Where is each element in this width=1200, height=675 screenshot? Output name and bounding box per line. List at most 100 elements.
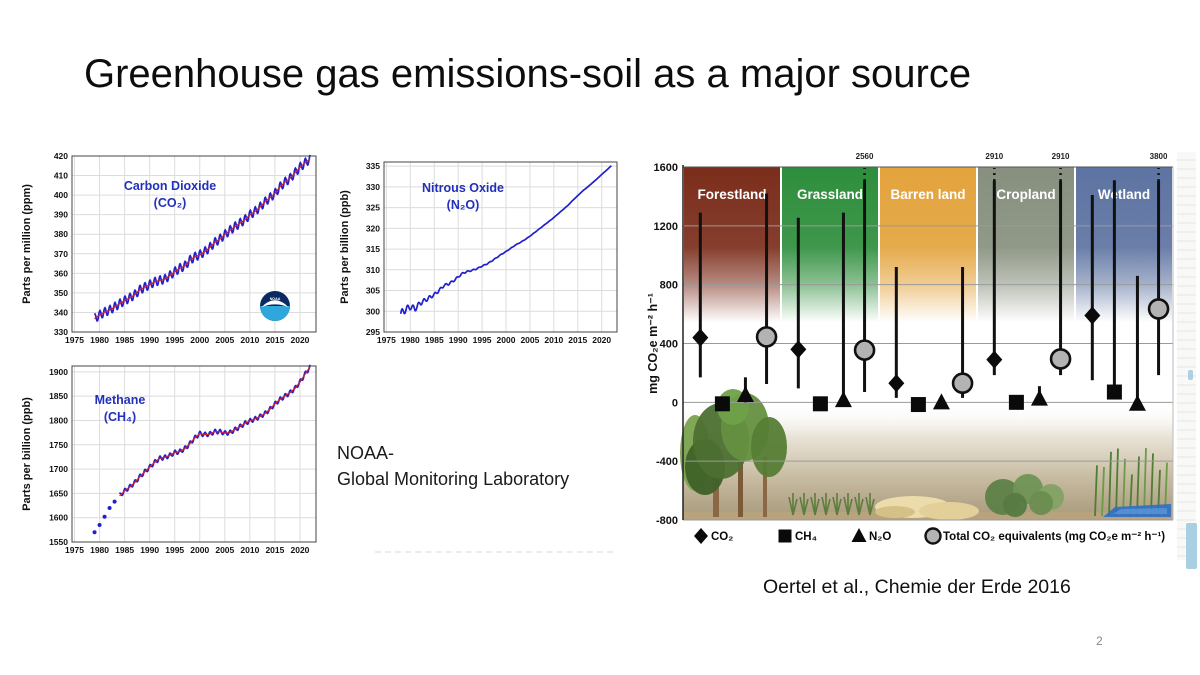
legend-label: Total CO₂ equivalents (mg CO₂e m⁻² h⁻¹) xyxy=(943,531,1165,543)
barren-land-total-marker xyxy=(951,372,974,395)
y-tick-label: 1550 xyxy=(49,537,68,547)
plot-border xyxy=(383,161,618,333)
y-tick-label: 0 xyxy=(672,397,678,409)
noaa-logo-icon: NOAA xyxy=(260,291,290,321)
y-tick-label: 325 xyxy=(366,203,380,213)
x-tick-label: 1995 xyxy=(473,335,492,345)
y-tick-label: 1850 xyxy=(49,391,68,401)
grassland-total-offscale-value: 2560 xyxy=(856,152,874,161)
y-tick-label: 400 xyxy=(660,339,678,351)
series-line-monthly xyxy=(399,165,612,315)
x-tick-label: 2005 xyxy=(215,335,234,345)
grassland-ch₄-marker xyxy=(812,396,828,412)
noaa-caption-line2: Global Monitoring Laboratory xyxy=(337,469,570,490)
page-edge-blue-bar xyxy=(1186,523,1197,569)
wetland-total-offscale-value: 3800 xyxy=(1150,152,1168,161)
early-data-dot xyxy=(92,530,97,535)
soil-flux-chart: 1600 1200 800 400 0 -400 -800 mg CO₂e m⁻² h⁻¹ Fo… xyxy=(646,152,1174,545)
x-tick-label: 1975 xyxy=(65,335,84,345)
landscape-illustration xyxy=(680,389,1173,520)
x-tick-label: 2015 xyxy=(568,335,587,345)
y-axis-label: mg CO₂e m⁻² h⁻¹ xyxy=(646,293,660,394)
x-tick-label: 2000 xyxy=(497,335,516,345)
cropland-co₂-offscale-value: 2910 xyxy=(985,152,1003,161)
y-tick-label: 330 xyxy=(54,327,68,337)
wetland-n₂o-marker xyxy=(1128,394,1146,411)
cropland-ch₄-marker xyxy=(1008,394,1024,410)
page-edge-blue-mark xyxy=(1188,370,1193,380)
grassland-n₂o-marker xyxy=(834,391,852,408)
x-tick-label: 1980 xyxy=(90,545,109,555)
page-edge-artifact xyxy=(1177,152,1196,560)
series-line-trend xyxy=(94,158,311,320)
chart-title: (N₂O) xyxy=(447,198,480,212)
y-tick-label: 305 xyxy=(366,286,380,296)
x-tick-label: 1990 xyxy=(140,335,159,345)
y-tick-label: -800 xyxy=(656,515,678,527)
y-tick-label: 1750 xyxy=(49,440,68,450)
x-tick-label: 2005 xyxy=(215,545,234,555)
y-tick-label: -400 xyxy=(656,456,678,468)
grassland-total-marker xyxy=(853,339,876,361)
y-tick-label: 340 xyxy=(54,307,68,317)
barren-land-co₂-marker xyxy=(888,374,905,393)
forestland-ch₄-marker xyxy=(714,396,730,412)
noaa-caption: NOAA- Global Monitoring Laboratory xyxy=(337,440,569,492)
svg-text:NOAA: NOAA xyxy=(270,297,281,301)
y-tick-label: 320 xyxy=(366,223,380,233)
y-tick-label: 310 xyxy=(366,265,380,275)
x-tick-label: 2010 xyxy=(544,335,563,345)
legend-triangle-icon xyxy=(851,528,867,542)
legend-circle-icon xyxy=(924,527,942,545)
x-tick-label: 2020 xyxy=(291,545,310,555)
legend: CO₂ CH₄ N₂O Total CO₂ equivalents (mg CO₂e … xyxy=(694,527,1165,545)
wetland-co₂-marker xyxy=(1084,306,1101,325)
band-label: Wetland xyxy=(1098,187,1150,202)
chart-title: Nitrous Oxide xyxy=(422,181,504,195)
early-data-dot xyxy=(107,505,112,510)
legend-label: N₂O xyxy=(869,531,891,543)
y-tick-label: 315 xyxy=(366,244,380,254)
y-tick-label: 350 xyxy=(54,288,68,298)
x-tick-label: 1975 xyxy=(65,545,84,555)
early-data-dot xyxy=(97,522,102,527)
x-tick-label: 2000 xyxy=(190,545,209,555)
legend-label: CO₂ xyxy=(711,531,733,543)
faint-divider-line xyxy=(375,551,613,553)
wetland-total-marker xyxy=(1147,298,1170,320)
y-tick-label: 330 xyxy=(366,182,380,192)
y-tick-label: 410 xyxy=(54,171,68,181)
y-tick-label: 335 xyxy=(366,161,380,171)
early-data-dot xyxy=(112,499,117,504)
y-tick-label: 1700 xyxy=(49,464,68,474)
legend-square-icon xyxy=(778,529,792,543)
y-axis-label: Parts per million (ppm) xyxy=(21,184,33,304)
x-tick-label: 2015 xyxy=(265,545,284,555)
cropland-n₂o-marker xyxy=(1030,389,1048,406)
plot-border xyxy=(71,155,317,333)
x-tick-label: 1980 xyxy=(401,335,420,345)
citation: Oertel et al., Chemie der Erde 2016 xyxy=(763,576,1071,598)
page-title: Greenhouse gas emissions-soil as a major… xyxy=(84,52,972,96)
y-tick-label: 360 xyxy=(54,268,68,278)
x-tick-label: 1985 xyxy=(425,335,444,345)
x-tick-label: 1995 xyxy=(165,545,184,555)
x-tick-label: 1990 xyxy=(140,545,159,555)
wetland-ch₄-marker xyxy=(1106,384,1122,400)
ch4-concentration-chart: 1550 1600 1650 1700 1750 1800 1850 1900 1975 1980… xyxy=(21,364,317,555)
n2o-concentration-chart: 295 300 305 310 315 320 325 330 335 1975 1980 1985 1… xyxy=(339,161,618,345)
band-label: Grassland xyxy=(797,187,863,202)
x-tick-label: 2005 xyxy=(520,335,539,345)
x-tick-label: 2010 xyxy=(240,335,259,345)
co2-concentration-chart: 330 340 350 360 370 380 390 400 410 420 1975 1980 19… xyxy=(21,151,317,345)
x-tick-label: 1985 xyxy=(115,335,134,345)
band-label: Cropland xyxy=(996,187,1055,202)
y-tick-label: 380 xyxy=(54,229,68,239)
barren-land-n₂o-marker xyxy=(932,393,950,410)
legend-label: CH₄ xyxy=(795,531,817,543)
series-line-monthly xyxy=(118,364,311,497)
plot-border xyxy=(71,365,317,543)
legend-diamond-icon xyxy=(694,528,708,544)
x-tick-label: 2015 xyxy=(265,335,284,345)
y-tick-label: 1200 xyxy=(654,221,678,233)
